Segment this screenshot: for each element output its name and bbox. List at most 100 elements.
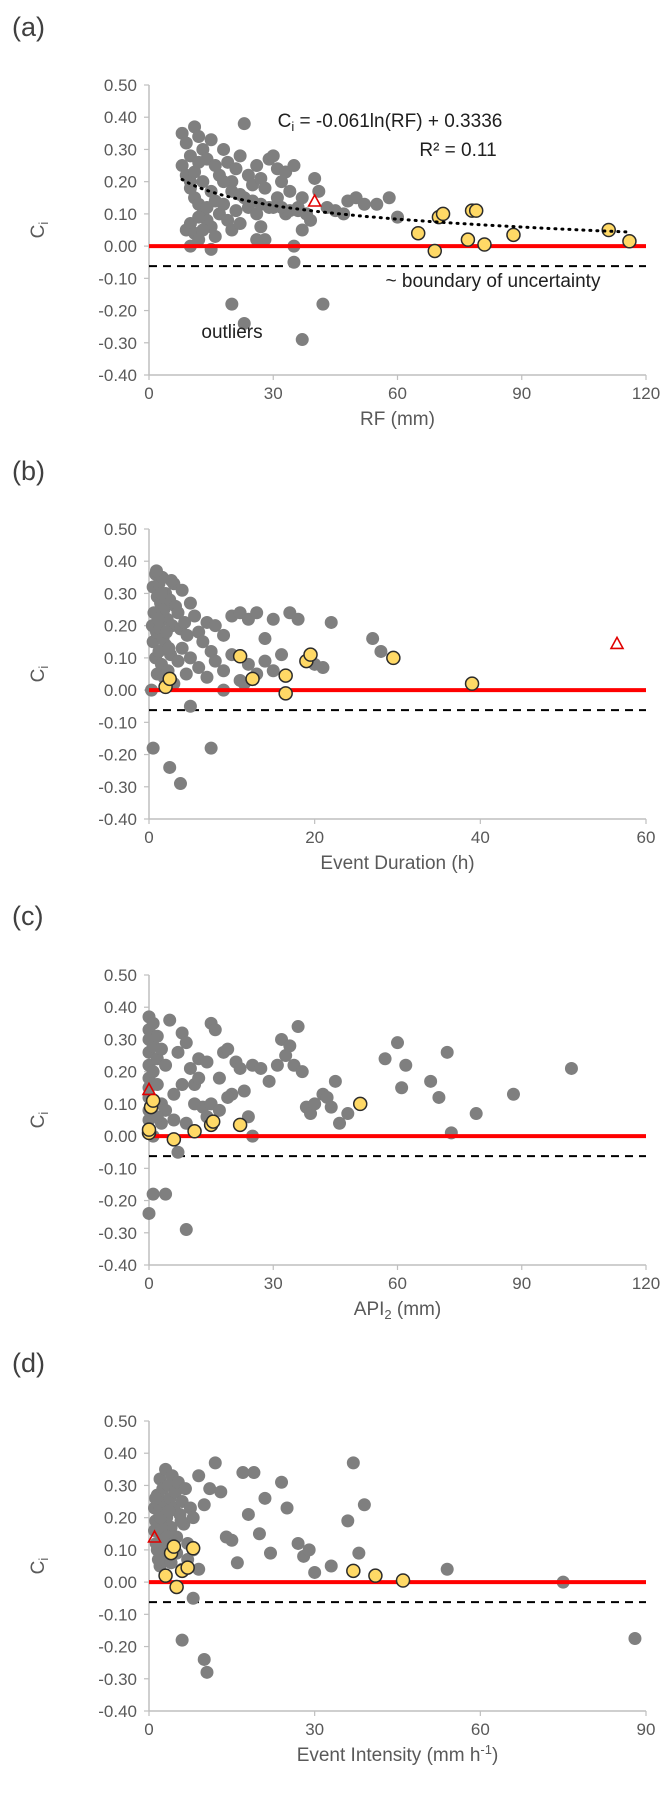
gray-data-point xyxy=(196,175,210,189)
y-axis-title: Ci xyxy=(28,666,51,683)
gray-data-point xyxy=(432,1090,446,1104)
y-tick-label: -0.40 xyxy=(98,1256,137,1275)
outliers-annotation: outliers xyxy=(201,322,262,343)
panel-label: (a) xyxy=(12,12,45,42)
gray-data-point xyxy=(197,1498,211,1512)
gray-data-point xyxy=(214,1485,228,1499)
gray-data-point xyxy=(233,217,247,231)
gray-data-point xyxy=(149,1491,163,1505)
gray-data-point xyxy=(357,1498,371,1512)
x-tick-label: 60 xyxy=(388,1274,407,1293)
yellow-data-point xyxy=(180,1560,195,1575)
gray-data-point xyxy=(312,184,326,198)
x-tick-label: 0 xyxy=(144,1274,153,1293)
gray-data-point xyxy=(263,1546,277,1560)
chart-panel-d: (d) -0.40 -0.30 -0.20 -0.10 0.00 0.10 0.20 0.30 0… xyxy=(12,1348,655,1766)
yellow-data-point xyxy=(232,649,248,664)
gray-data-point xyxy=(324,1100,338,1114)
x-tick-label: 20 xyxy=(305,828,324,847)
y-tick-label: 0.20 xyxy=(104,1063,137,1082)
gray-data-point xyxy=(440,1562,454,1576)
gray-data-point xyxy=(262,1074,276,1088)
y-tick-label: 0.40 xyxy=(104,552,137,571)
gray-data-point xyxy=(324,1559,338,1573)
gray-data-point xyxy=(233,1061,247,1075)
x-tick-label: 30 xyxy=(264,384,283,403)
y-tick-label: -0.30 xyxy=(98,778,137,797)
gray-data-point xyxy=(237,316,251,330)
gray-data-point xyxy=(229,204,243,218)
gray-data-point xyxy=(382,191,396,205)
gray-data-point xyxy=(179,136,193,150)
gray-data-point xyxy=(192,155,206,169)
gray-data-point xyxy=(151,612,165,626)
gray-data-point xyxy=(346,1456,360,1470)
gray-data-point xyxy=(159,625,173,639)
gray-data-point xyxy=(217,628,231,642)
yellow-data-point xyxy=(464,676,480,691)
y-tick-label: -0.20 xyxy=(98,302,137,321)
y-tick-label: 0.50 xyxy=(104,76,137,95)
y-tick-label: 0.20 xyxy=(104,1509,137,1528)
gray-data-point xyxy=(208,619,222,633)
gray-data-point xyxy=(203,1482,217,1496)
triangle-data-point xyxy=(609,635,625,650)
gray-data-point xyxy=(287,255,301,269)
gray-data-point xyxy=(179,667,193,681)
triangle-data-point xyxy=(141,1081,157,1096)
gray-data-point xyxy=(188,1097,202,1111)
gray-data-point xyxy=(175,641,189,655)
gray-data-point xyxy=(208,1023,222,1037)
gray-data-point xyxy=(291,612,305,626)
gray-data-point xyxy=(188,609,202,623)
gray-data-point xyxy=(212,1071,226,1085)
yellow-data-point xyxy=(169,1579,184,1595)
gray-data-point xyxy=(287,159,301,173)
y-tick-label: 0.00 xyxy=(104,237,137,256)
gray-data-point xyxy=(167,1087,181,1101)
gray-data-point xyxy=(221,1090,235,1104)
y-tick-label: 0.40 xyxy=(104,998,137,1017)
gray-data-point xyxy=(254,1061,268,1075)
gray-data-point xyxy=(183,1061,197,1075)
gray-data-point xyxy=(208,1456,222,1470)
y-tick-label: -0.10 xyxy=(98,1605,137,1624)
chart-panel-c: (c) -0.40 -0.30 -0.20 -0.10 0.00 0.10 0.20 0.30 0… xyxy=(12,901,660,1322)
gray-data-point xyxy=(236,1466,250,1480)
gray-data-point xyxy=(230,1556,244,1570)
y-tick-label: 0.30 xyxy=(104,140,137,159)
gray-data-point xyxy=(391,210,404,224)
gray-data-point xyxy=(179,1223,193,1237)
gray-data-point xyxy=(241,1507,255,1521)
gray-data-point xyxy=(208,654,222,668)
gray-data-point xyxy=(179,1036,193,1050)
x-tick-label: 0 xyxy=(144,384,153,403)
gray-data-point xyxy=(237,117,251,131)
yellow-data-point xyxy=(145,1093,161,1108)
gray-data-point xyxy=(180,628,194,642)
gray-data-point xyxy=(171,1145,185,1159)
y-tick-label: 0.40 xyxy=(104,1444,137,1463)
gray-data-point xyxy=(295,333,309,347)
gray-data-point xyxy=(197,1652,211,1666)
yellow-data-point xyxy=(427,243,443,259)
gray-data-point xyxy=(192,233,206,247)
gray-data-point xyxy=(341,1514,355,1528)
gray-data-point xyxy=(154,1042,168,1056)
y-tick-label: -0.10 xyxy=(98,269,137,288)
gray-data-point xyxy=(204,133,218,147)
gray-data-point xyxy=(275,648,289,662)
gray-data-point xyxy=(159,1058,173,1072)
gray-data-point xyxy=(341,1107,355,1121)
x-tick-label: 0 xyxy=(144,828,153,847)
gray-data-point xyxy=(308,1565,322,1579)
yellow-data-point xyxy=(395,1573,411,1588)
gray-data-point xyxy=(146,741,160,755)
yellow-data-point xyxy=(506,227,521,243)
gray-data-point xyxy=(316,297,330,311)
gray-data-point xyxy=(258,632,272,646)
gray-data-point xyxy=(247,1466,261,1480)
x-tick-label: 60 xyxy=(388,384,407,403)
gray-data-point xyxy=(308,1097,322,1111)
